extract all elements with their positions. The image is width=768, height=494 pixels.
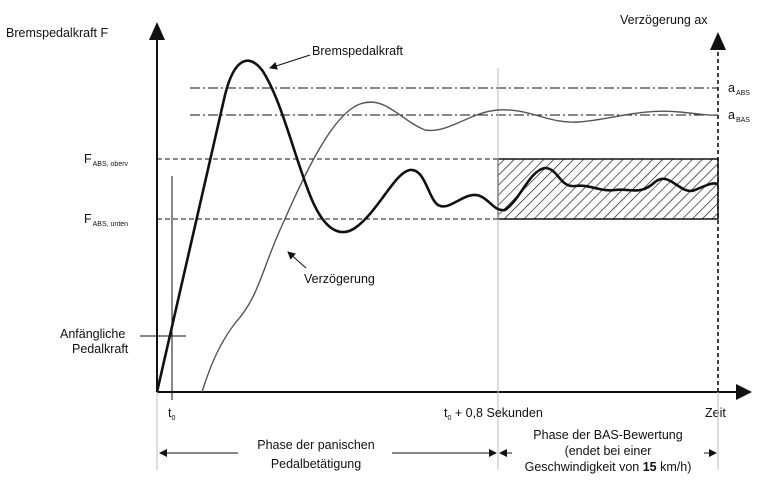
decel-curve-label: Verzögerung [304, 272, 375, 286]
initial-force-label-2: Pedalkraft [72, 342, 129, 356]
a-abs-label: aABS [728, 81, 750, 97]
f-abs-upper-label: FABS, oberv [84, 152, 129, 168]
decel-callout-line [287, 251, 307, 269]
panic-phase-label-2: Pedalbetätigung [271, 457, 361, 471]
x-axis-arrow [736, 384, 752, 400]
force-callout-line [269, 54, 311, 70]
deceleration-curve [201, 101, 719, 393]
a-bas-label: aBAS [728, 108, 750, 124]
t08-label: t0 + 0,8 Sekunden [444, 406, 543, 422]
force-curve-label: Bremspedalkraft [312, 44, 404, 58]
y-axis-right-arrow [710, 32, 726, 50]
t0-label: t0 [168, 406, 175, 422]
bas-phase-label-2: (endet bei einer [565, 444, 652, 458]
initial-force-label-1: Anfängliche [60, 327, 125, 341]
y-right-axis-label: Verzögerung ax [620, 13, 708, 27]
bas-phase-label-3: Geschwindigkeit von 15 km/h) [525, 460, 692, 474]
y-left-axis-label: Bremspedalkraft F [6, 26, 108, 40]
brake-force-curve [155, 59, 719, 393]
x-axis-label: Zeit [705, 406, 726, 420]
f-abs-lower-label: FABS, unten [84, 212, 128, 228]
bas-phase-label-1: Phase der BAS-Bewertung [533, 428, 682, 442]
y-axis-left-arrow [149, 22, 165, 40]
panic-phase-label-1: Phase der panischen [257, 438, 374, 452]
